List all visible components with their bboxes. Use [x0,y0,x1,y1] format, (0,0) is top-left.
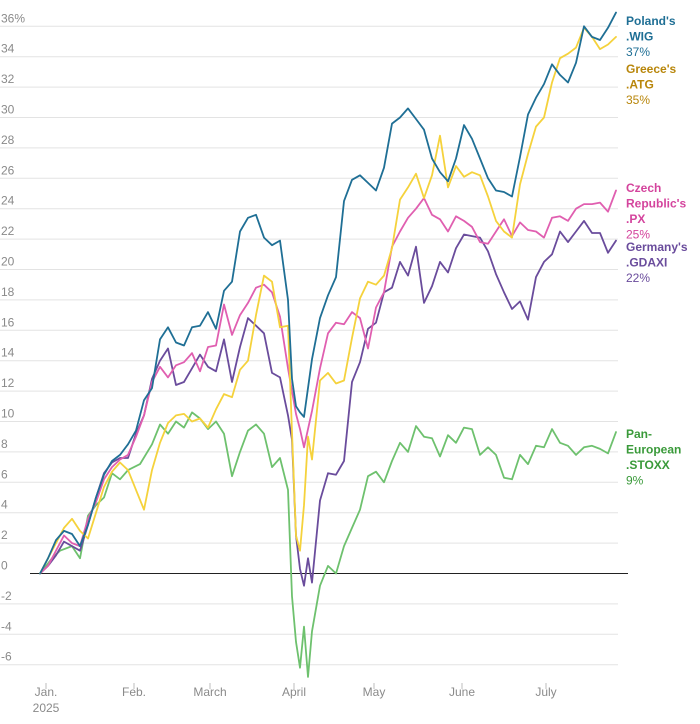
y-tick-label-28: 28 [1,133,15,147]
series-label-name-germany-s-gdaxi-1: .GDAXI [626,256,667,270]
y-tick-label-24: 24 [1,194,15,208]
y-tick-label-0: 0 [1,559,8,573]
series-label-name-poland-s-wig-0: Poland's [626,14,676,28]
x-tick-label-may: May [363,685,386,699]
series-label-value-pan-european-stoxx: 9% [626,474,644,488]
series-label-value-germany-s-gdaxi: 22% [626,271,650,285]
series-label-value-greece-s-atg: 35% [626,93,650,107]
x-tick-label-june: June [449,685,475,699]
y-tick-label-10: 10 [1,407,15,421]
series-line-czech-republic-s-px [39,189,617,575]
y-tick-label--6: -6 [1,650,12,664]
y-tick-label-16: 16 [1,315,15,329]
series-label-value-poland-s-wig: 37% [626,45,650,59]
series-lines [39,11,617,678]
x-tick-label-jan: Jan. [35,685,58,699]
y-tick-label-26: 26 [1,163,15,177]
x-tick-label-july: July [535,685,556,699]
series-label-name-pan-european-stoxx-0: Pan- [626,427,652,441]
y-tick-label--2: -2 [1,589,12,603]
x-tick-sublabel-jan: 2025 [33,701,60,715]
y-tick-label-32: 32 [1,72,15,86]
series-label-name-greece-s-atg-0: Greece's [626,62,677,76]
y-tick-label-30: 30 [1,103,15,117]
y-tick-label-34: 34 [1,42,15,56]
y-tick-label-22: 22 [1,224,15,238]
series-label-name-pan-european-stoxx-2: .STOXX [626,458,670,472]
y-tick-label-18: 18 [1,285,15,299]
series-line-germany-s-gdaxi [39,220,617,587]
series-label-name-germany-s-gdaxi-0: Germany's [626,240,688,254]
x-axis-ticks: Jan. 2025 Feb. March April May June July [33,683,557,715]
y-tick-label-6: 6 [1,467,8,481]
series-label-name-poland-s-wig-1: .WIG [626,30,653,44]
series-label-name-czech-republic-s-px-1: Republic's [626,197,687,211]
series-label-name-pan-european-stoxx-1: European [626,443,681,457]
series-label-name-greece-s-atg-1: .ATG [626,78,654,92]
y-tick-label-36: 36% [1,11,25,25]
y-tick-label-4: 4 [1,498,8,512]
y-tick-label-14: 14 [1,346,15,360]
series-label-value-czech-republic-s-px: 25% [626,228,650,242]
series-label-name-czech-republic-s-px-0: Czech [626,181,661,195]
series-label-name-czech-republic-s-px-2: .PX [626,212,645,226]
series-line-poland-s-wig [39,11,617,575]
series-label-pan-european-stoxx: Pan- European.STOXX 9% [626,427,681,488]
y-tick-label-20: 20 [1,255,15,269]
x-tick-label-march: March [193,685,226,699]
y-tick-label-2: 2 [1,528,8,542]
y-tick-label--4: -4 [1,619,12,633]
x-tick-label-april: April [282,685,306,699]
series-label-czech-republic-s-px: Czech Republic's.PX 25% [626,181,687,242]
series-line-greece-s-atg [39,26,617,575]
y-tick-label-8: 8 [1,437,8,451]
y-tick-label-12: 12 [1,376,15,390]
series-line-pan-european-stoxx [39,411,617,678]
x-tick-label-feb: Feb. [122,685,146,699]
